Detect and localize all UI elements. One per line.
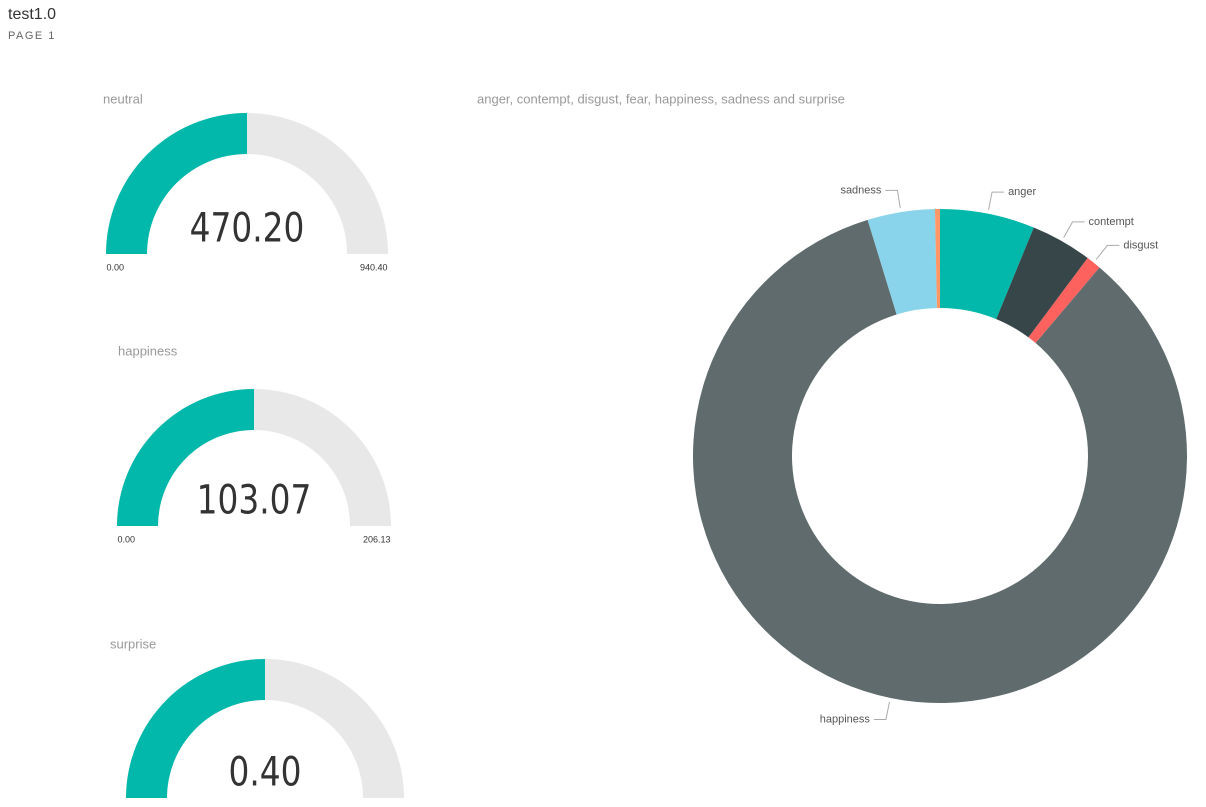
donut-slice xyxy=(867,209,937,315)
gauge-tick-label: 0.00 xyxy=(107,262,125,272)
gauge-value-arc xyxy=(106,113,247,254)
gauge-value-label: 0.40 xyxy=(228,748,301,795)
gauge-value-arc xyxy=(117,388,255,526)
leader-line xyxy=(873,701,891,721)
gauge-title: surprise xyxy=(110,636,156,651)
gauge-value-label: 470.20 xyxy=(190,204,305,251)
page-subtitle: PAGE 1 xyxy=(8,30,56,42)
donut-title: anger, contempt, disgust, fear, happines… xyxy=(477,91,845,106)
gauge-value-arc xyxy=(126,659,265,798)
donut-slice xyxy=(940,209,1034,320)
donut-slice xyxy=(996,227,1088,338)
leader-line xyxy=(885,189,901,209)
slice-label: happiness xyxy=(820,713,871,725)
slice-label: sadness xyxy=(840,184,881,196)
gauge-value-label: 103.07 xyxy=(197,476,312,523)
page-title: test1.0 xyxy=(8,6,56,23)
slice-label: disgust xyxy=(1123,239,1158,251)
leader-line xyxy=(1095,244,1120,260)
gauge-tick-label: 206.13 xyxy=(363,534,391,544)
donut-slice xyxy=(1028,257,1100,344)
slice-label: contempt xyxy=(1089,216,1134,228)
gauge-title: neutral xyxy=(103,91,143,106)
donut-slice xyxy=(693,219,1188,703)
slice-label: anger xyxy=(1008,186,1036,198)
donut-slice xyxy=(934,209,940,309)
leader-line xyxy=(1063,221,1085,238)
leader-line xyxy=(988,191,1005,210)
gauge-tick-label: 940.40 xyxy=(360,262,388,272)
gauge-tick-label: 0.00 xyxy=(118,534,136,544)
gauge-title: happiness xyxy=(118,343,178,358)
